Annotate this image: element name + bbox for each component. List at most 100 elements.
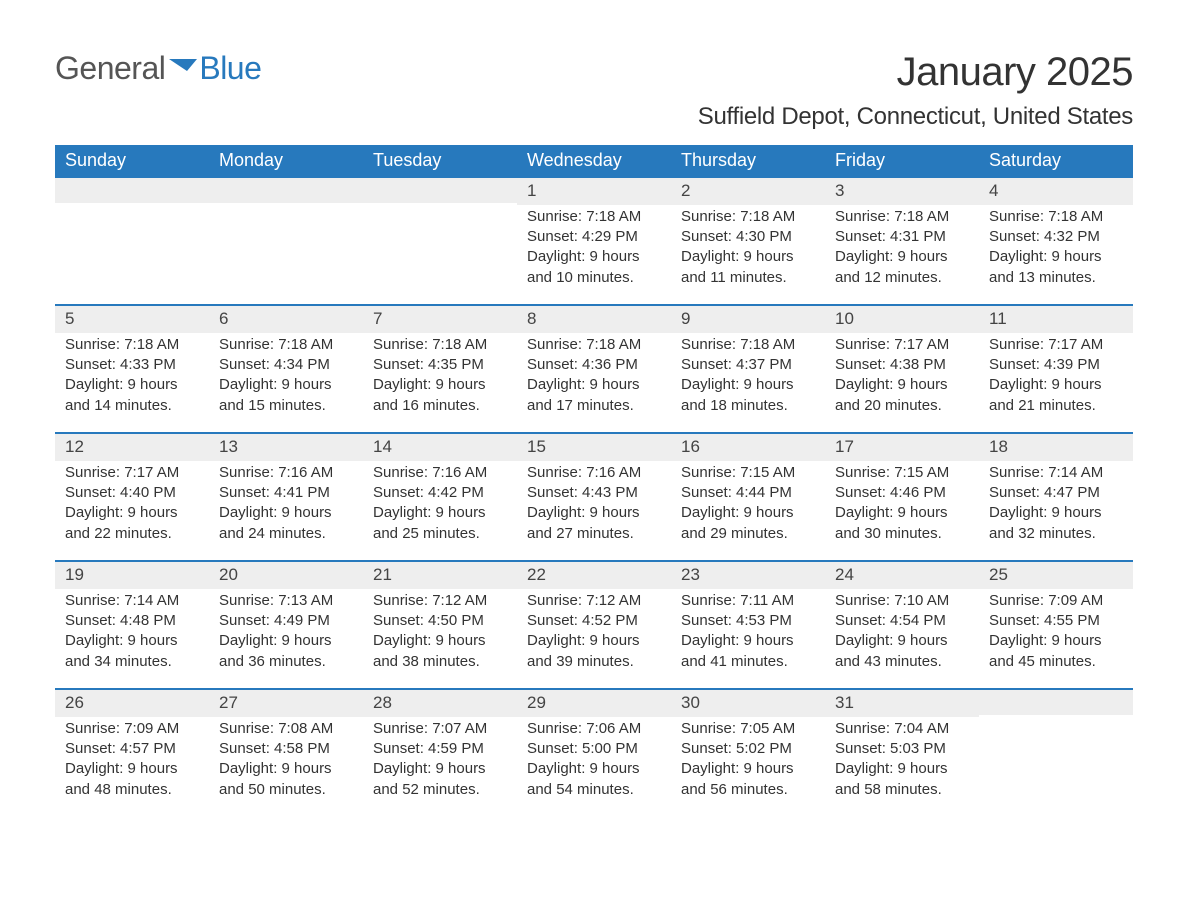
daylight-line2: and 54 minutes. — [527, 780, 661, 800]
day-content: Sunrise: 7:18 AMSunset: 4:34 PMDaylight:… — [209, 333, 363, 424]
day-number: 28 — [363, 690, 517, 717]
daylight-line1: Daylight: 9 hours — [681, 247, 815, 267]
daylight-line1: Daylight: 9 hours — [219, 503, 353, 523]
day-number: 7 — [363, 306, 517, 333]
daylight-line2: and 58 minutes. — [835, 780, 969, 800]
day-content: Sunrise: 7:14 AMSunset: 4:48 PMDaylight:… — [55, 589, 209, 680]
day-number: 30 — [671, 690, 825, 717]
day-content: Sunrise: 7:18 AMSunset: 4:31 PMDaylight:… — [825, 205, 979, 296]
sunset-text: Sunset: 4:59 PM — [373, 739, 507, 759]
day-number: 21 — [363, 562, 517, 589]
daylight-line1: Daylight: 9 hours — [681, 631, 815, 651]
day-content: Sunrise: 7:18 AMSunset: 4:30 PMDaylight:… — [671, 205, 825, 296]
sunrise-text: Sunrise: 7:18 AM — [65, 335, 199, 355]
sunset-text: Sunset: 4:53 PM — [681, 611, 815, 631]
day-content: Sunrise: 7:05 AMSunset: 5:02 PMDaylight:… — [671, 717, 825, 808]
daylight-line1: Daylight: 9 hours — [989, 375, 1123, 395]
day-number: 8 — [517, 306, 671, 333]
day-content: Sunrise: 7:17 AMSunset: 4:39 PMDaylight:… — [979, 333, 1133, 424]
calendar-week-row: 12Sunrise: 7:17 AMSunset: 4:40 PMDayligh… — [55, 433, 1133, 561]
daylight-line1: Daylight: 9 hours — [373, 631, 507, 651]
daylight-line2: and 38 minutes. — [373, 652, 507, 672]
calendar-day-cell: 4Sunrise: 7:18 AMSunset: 4:32 PMDaylight… — [979, 177, 1133, 305]
weekday-header-row: SundayMondayTuesdayWednesdayThursdayFrid… — [55, 145, 1133, 177]
sunset-text: Sunset: 5:02 PM — [681, 739, 815, 759]
logo-chevron-icon — [169, 50, 197, 87]
calendar-day-cell: 31Sunrise: 7:04 AMSunset: 5:03 PMDayligh… — [825, 689, 979, 817]
day-content: Sunrise: 7:17 AMSunset: 4:40 PMDaylight:… — [55, 461, 209, 552]
calendar-day-cell: 23Sunrise: 7:11 AMSunset: 4:53 PMDayligh… — [671, 561, 825, 689]
daylight-line2: and 16 minutes. — [373, 396, 507, 416]
sunrise-text: Sunrise: 7:15 AM — [681, 463, 815, 483]
daylight-line2: and 43 minutes. — [835, 652, 969, 672]
calendar-week-row: 1Sunrise: 7:18 AMSunset: 4:29 PMDaylight… — [55, 177, 1133, 305]
daylight-line1: Daylight: 9 hours — [65, 631, 199, 651]
daylight-line1: Daylight: 9 hours — [65, 375, 199, 395]
sunrise-text: Sunrise: 7:05 AM — [681, 719, 815, 739]
calendar-day-cell: 19Sunrise: 7:14 AMSunset: 4:48 PMDayligh… — [55, 561, 209, 689]
calendar-day-cell: 8Sunrise: 7:18 AMSunset: 4:36 PMDaylight… — [517, 305, 671, 433]
weekday-header: Saturday — [979, 145, 1133, 177]
calendar-day-cell: 25Sunrise: 7:09 AMSunset: 4:55 PMDayligh… — [979, 561, 1133, 689]
calendar-day-cell: 24Sunrise: 7:10 AMSunset: 4:54 PMDayligh… — [825, 561, 979, 689]
daylight-line1: Daylight: 9 hours — [989, 247, 1123, 267]
day-content: Sunrise: 7:13 AMSunset: 4:49 PMDaylight:… — [209, 589, 363, 680]
daylight-line2: and 39 minutes. — [527, 652, 661, 672]
sunrise-text: Sunrise: 7:11 AM — [681, 591, 815, 611]
day-number: 6 — [209, 306, 363, 333]
day-content: Sunrise: 7:12 AMSunset: 4:52 PMDaylight:… — [517, 589, 671, 680]
sunset-text: Sunset: 4:36 PM — [527, 355, 661, 375]
calendar-day-cell: 11Sunrise: 7:17 AMSunset: 4:39 PMDayligh… — [979, 305, 1133, 433]
day-number: 19 — [55, 562, 209, 589]
logo-text-general: General — [55, 50, 165, 87]
day-content: Sunrise: 7:11 AMSunset: 4:53 PMDaylight:… — [671, 589, 825, 680]
daylight-line1: Daylight: 9 hours — [989, 503, 1123, 523]
daylight-line1: Daylight: 9 hours — [835, 759, 969, 779]
day-content: Sunrise: 7:18 AMSunset: 4:36 PMDaylight:… — [517, 333, 671, 424]
empty-day-bar — [363, 178, 517, 203]
weekday-header: Wednesday — [517, 145, 671, 177]
sunrise-text: Sunrise: 7:18 AM — [219, 335, 353, 355]
sunrise-text: Sunrise: 7:16 AM — [373, 463, 507, 483]
sunset-text: Sunset: 4:48 PM — [65, 611, 199, 631]
calendar-day-cell: 16Sunrise: 7:15 AMSunset: 4:44 PMDayligh… — [671, 433, 825, 561]
daylight-line2: and 41 minutes. — [681, 652, 815, 672]
day-number: 3 — [825, 178, 979, 205]
calendar-day-cell: 30Sunrise: 7:05 AMSunset: 5:02 PMDayligh… — [671, 689, 825, 817]
day-number: 17 — [825, 434, 979, 461]
day-content: Sunrise: 7:16 AMSunset: 4:42 PMDaylight:… — [363, 461, 517, 552]
sunrise-text: Sunrise: 7:10 AM — [835, 591, 969, 611]
daylight-line2: and 11 minutes. — [681, 268, 815, 288]
daylight-line2: and 32 minutes. — [989, 524, 1123, 544]
daylight-line1: Daylight: 9 hours — [373, 759, 507, 779]
sunrise-text: Sunrise: 7:15 AM — [835, 463, 969, 483]
weekday-header: Sunday — [55, 145, 209, 177]
day-content: Sunrise: 7:15 AMSunset: 4:46 PMDaylight:… — [825, 461, 979, 552]
day-number: 14 — [363, 434, 517, 461]
sunrise-text: Sunrise: 7:14 AM — [65, 591, 199, 611]
daylight-line1: Daylight: 9 hours — [835, 503, 969, 523]
calendar-day-cell: 13Sunrise: 7:16 AMSunset: 4:41 PMDayligh… — [209, 433, 363, 561]
calendar-table: SundayMondayTuesdayWednesdayThursdayFrid… — [55, 145, 1133, 817]
sunrise-text: Sunrise: 7:18 AM — [681, 207, 815, 227]
daylight-line2: and 45 minutes. — [989, 652, 1123, 672]
sunset-text: Sunset: 4:31 PM — [835, 227, 969, 247]
sunset-text: Sunset: 4:42 PM — [373, 483, 507, 503]
sunrise-text: Sunrise: 7:12 AM — [527, 591, 661, 611]
sunrise-text: Sunrise: 7:18 AM — [681, 335, 815, 355]
calendar-day-cell: 29Sunrise: 7:06 AMSunset: 5:00 PMDayligh… — [517, 689, 671, 817]
sunset-text: Sunset: 4:40 PM — [65, 483, 199, 503]
sunset-text: Sunset: 4:47 PM — [989, 483, 1123, 503]
sunrise-text: Sunrise: 7:14 AM — [989, 463, 1123, 483]
day-number: 25 — [979, 562, 1133, 589]
day-content: Sunrise: 7:16 AMSunset: 4:41 PMDaylight:… — [209, 461, 363, 552]
daylight-line1: Daylight: 9 hours — [65, 503, 199, 523]
calendar-day-cell: 9Sunrise: 7:18 AMSunset: 4:37 PMDaylight… — [671, 305, 825, 433]
day-number: 10 — [825, 306, 979, 333]
sunrise-text: Sunrise: 7:06 AM — [527, 719, 661, 739]
sunrise-text: Sunrise: 7:09 AM — [65, 719, 199, 739]
daylight-line1: Daylight: 9 hours — [835, 631, 969, 651]
daylight-line1: Daylight: 9 hours — [681, 503, 815, 523]
day-content: Sunrise: 7:18 AMSunset: 4:32 PMDaylight:… — [979, 205, 1133, 296]
calendar-day-cell: 22Sunrise: 7:12 AMSunset: 4:52 PMDayligh… — [517, 561, 671, 689]
